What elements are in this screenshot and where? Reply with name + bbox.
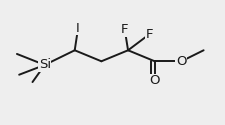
Text: O: O (149, 74, 160, 87)
Text: Si: Si (39, 58, 51, 71)
Text: I: I (76, 22, 80, 35)
Text: O: O (176, 55, 187, 68)
Text: F: F (121, 23, 128, 36)
Text: F: F (145, 28, 153, 41)
